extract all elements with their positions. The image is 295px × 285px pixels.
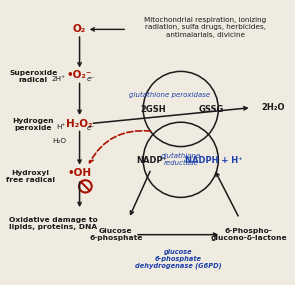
Text: e⁻: e⁻ (87, 76, 95, 82)
Text: 2GSH: 2GSH (140, 105, 166, 114)
Text: Mitochondrial respiration, ionizing
radiation, sulfa drugs, herbicides,
antimala: Mitochondrial respiration, ionizing radi… (144, 17, 266, 38)
Text: Hydrogen
peroxide: Hydrogen peroxide (13, 118, 54, 131)
Text: GSSG: GSSG (199, 105, 224, 114)
Text: O₂: O₂ (73, 25, 86, 34)
Text: e⁻: e⁻ (87, 125, 95, 131)
Text: H₂O: H₂O (52, 138, 66, 144)
Text: glutathione peroxidase: glutathione peroxidase (129, 92, 210, 98)
Text: 6-Phospho-
glucono-δ-lactone: 6-Phospho- glucono-δ-lactone (210, 228, 287, 241)
Text: 2H₂O: 2H₂O (262, 103, 285, 112)
Text: Hydroxyl
free radical: Hydroxyl free radical (6, 170, 55, 182)
Text: glucose
6-phosphate
dehydrogenase (G6PD): glucose 6-phosphate dehydrogenase (G6PD) (135, 249, 222, 269)
Text: H₂O₂: H₂O₂ (66, 119, 93, 129)
Text: Glucose
6-phosphate: Glucose 6-phosphate (89, 228, 142, 241)
Text: 2H⁺: 2H⁺ (52, 76, 66, 82)
Text: glutathione
reductase: glutathione reductase (160, 153, 201, 166)
Text: Superoxide
radical: Superoxide radical (9, 70, 58, 84)
Text: Oxidative damage to
lipids, proteins, DNA: Oxidative damage to lipids, proteins, DN… (9, 217, 98, 230)
Text: •O₂⁻: •O₂⁻ (67, 70, 92, 80)
Text: •OH: •OH (68, 168, 92, 178)
Text: NADPH + H⁺: NADPH + H⁺ (185, 156, 243, 165)
Text: NADP⁺: NADP⁺ (136, 156, 167, 165)
Text: H⁺: H⁺ (57, 124, 66, 130)
